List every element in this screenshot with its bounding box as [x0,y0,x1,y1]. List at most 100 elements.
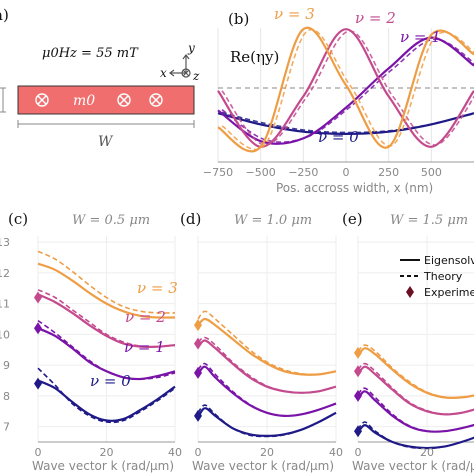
panel-b: (b) Re(ηy) −750 −500 −250 0 250 500 Pos. accr… [203,5,474,195]
c-ytick-2: 9 [3,359,10,372]
panel-d-gridlines [197,236,337,443]
panel-e-title: W = 1.5 μm [390,213,468,228]
d-exp-point-v0 [194,409,202,422]
mode-label-v0: ν = 0 [318,128,359,146]
panel-e-series [357,344,474,450]
b-series-v3-solid [217,26,474,153]
b-series-v0-dashed [221,111,474,134]
panel-e-xlabel: Wave vector k (rad/μm) [352,459,474,473]
panel-e-gridlines [357,236,474,443]
c-xtick-1: 20 [100,446,114,459]
c-exp-point-v0 [34,377,42,390]
panel-b-ticks: −750 −500 −250 0 250 500 [203,166,442,179]
c-ytick-3: 10 [0,328,10,341]
d-series-v3-theory [197,310,337,376]
c-ytick-5: 12 [0,267,10,280]
panel-b-letter: (b) [228,10,249,28]
panel-c-series [37,250,176,424]
legend-diamond [406,286,414,298]
e-exp-point-v2 [354,365,362,378]
panel-b-axes [218,87,474,163]
panel-c-xlabel: Wave vector k (rad/μm) [32,459,174,473]
panel-d-series [197,310,337,438]
d-xtick-2: 40 [329,446,343,459]
c-series-v0-theory [37,367,176,424]
mode-label-v3: ν = 3 [274,5,315,23]
coord-z-label: z [192,69,200,83]
c-series-v3-theory [37,250,176,314]
e-series-v2-eigensolver [357,365,474,416]
c-series-v0-eigensolver [37,379,176,422]
e-series-v3-theory [357,344,474,399]
legend: Eigensolver Theory Experiment [400,254,474,299]
b-series-v2-dashed [221,30,474,146]
panel-b-xlabel: Pos. accross width, x (nm) [276,181,433,195]
c-ytick-6: 13 [0,236,10,249]
panel-b-series [217,26,474,153]
legend-theory: Theory [423,270,463,283]
coordinate-axes-icon [169,54,191,78]
d-exp-point-v3 [194,319,202,332]
d-xtick-1: 20 [260,446,274,459]
magnetic-strip [17,85,195,115]
legend-eigensolver: Eigensolver [424,254,474,267]
e-exp-point-v3 [354,346,362,359]
b-xtick-label-4: 250 [378,166,399,179]
e-exp-point-v1 [354,389,362,402]
c-exp-point-v1 [34,322,42,335]
e-series-v0-theory [357,421,474,449]
d-exp-point-v2 [194,337,202,350]
panel-a: a) μ0Hz = 55 mT y x z m0 [0,6,200,150]
b-xtick-label-2: −250 [288,166,318,179]
panel-d-ticks: 0 20 40 [195,446,344,459]
field-label: μ0Hz = 55 mT [42,46,139,61]
c-xtick-2: 40 [168,446,182,459]
e-xtick-1: 20 [420,446,434,459]
e-series-v3-eigensolver [357,347,474,399]
panel-c-mode-v0: ν = 0 [90,372,131,390]
panel-d: (d) W = 1.0 μm 0 20 40 Wave vector k (rad/… [180,210,343,473]
e-series-v2-theory [357,362,474,416]
c-series-v2-theory [37,289,176,348]
moment-symbols [35,93,163,107]
e-xtick-0: 0 [355,446,362,459]
c-series-v1-theory [37,319,176,380]
c-ytick-4: 11 [0,298,10,311]
b-xtick-label-3: 0 [343,166,350,179]
coord-x-label: x [160,66,167,80]
c-ytick-1: 8 [3,390,10,403]
panel-c-ticks: 7 8 9 10 11 12 13 0 20 40 [0,236,182,459]
e-exp-point-v0 [354,425,362,438]
thickness-marker [0,87,6,113]
panel-d-letter: (d) [180,210,201,228]
d-series-v0-theory [197,404,337,438]
panel-e: (e) W = 1.5 μm 0 20 Wave vector k (rad/μm… [342,210,474,473]
panel-e-ticks: 0 20 [355,446,435,459]
panel-c: (c) W = 0.5 μm 7 8 9 10 11 12 13 0 20 40 Wave vec… [0,210,182,473]
c-exp-point-v2 [34,291,42,304]
b-series-v3-dashed [221,28,474,151]
c-xtick-0: 0 [35,446,42,459]
panel-c-letter: (c) [8,210,28,228]
b-xtick-label-5: 500 [421,166,442,179]
b-xtick-label-0: −750 [203,166,233,179]
d-xtick-0: 0 [195,446,202,459]
c-series-v3-eigensolver [37,262,176,319]
e-series-v1-theory [357,387,474,433]
d-series-v2-theory [197,336,337,394]
panel-c-mode-v2: ν = 2 [125,308,166,326]
panel-b-gridlines [217,28,432,162]
panel-c-mode-v3: ν = 3 [137,279,178,297]
coord-y-label: y [187,41,195,55]
panel-e-letter: (e) [342,210,363,228]
panel-b-ylabel: Re(ηy) [230,48,279,66]
legend-experiment: Experiment [424,286,474,299]
width-arrow [17,120,195,128]
width-symbol: W [98,134,114,150]
mode-label-v1: ν = 1 [400,28,441,46]
b-series-v1-solid [217,36,474,145]
panel-a-letter: a) [0,6,9,24]
panel-c-mode-v1: ν = 1 [124,338,165,356]
panel-d-experiment [194,319,202,422]
